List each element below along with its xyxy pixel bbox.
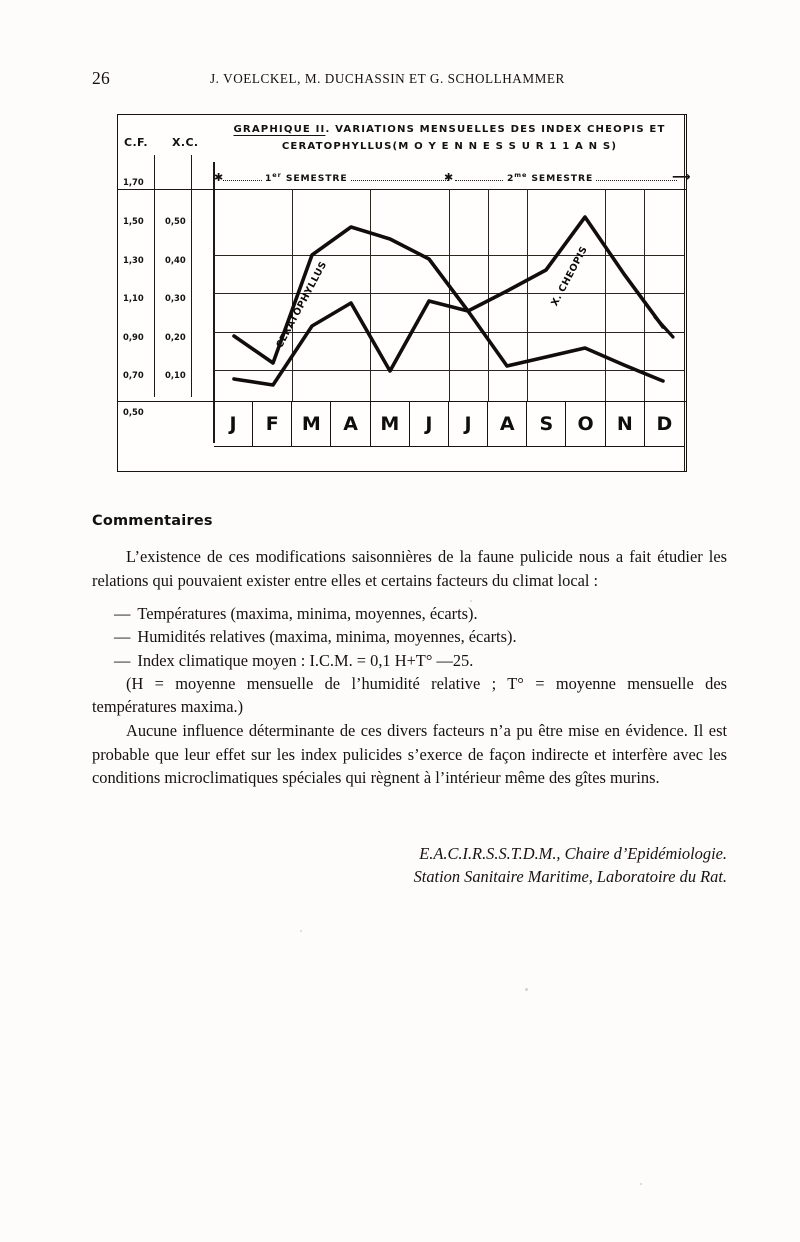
gridline-month-2 — [292, 189, 294, 401]
semester-end-arrow: ⟶ — [672, 170, 691, 185]
semester-1-label: 1er SEMESTRE — [262, 171, 351, 185]
semester-band: ✱ 1er SEMESTRE ✱ 2me SEMESTRE ⟶ — [214, 170, 691, 189]
month-cell-nov: N — [606, 402, 645, 446]
list-dash: — — [114, 604, 131, 624]
list-item-index-climatique: — Index climatique moyen : I.C.M. = 0,1 H… — [92, 649, 727, 672]
running-head-authors: J. VOELCKEL, M. DUCHASSIN ET G. SCHOLLHA… — [210, 71, 565, 86]
figure-title: GRAPHIQUE II. VARIATIONS MENSUELLES DES … — [222, 121, 677, 155]
tick-cf-150: 1,50 — [123, 216, 144, 226]
list-dash: — — [114, 650, 131, 670]
paragraph-1: L’existence de ces modifications saisonn… — [92, 547, 727, 590]
month-cell-jan: J — [214, 402, 254, 446]
semester-2-label: 2me SEMESTRE — [504, 171, 597, 185]
month-cell-feb: F — [253, 402, 293, 446]
gridline-month-11 — [644, 189, 646, 401]
curve-x-cheopis — [232, 215, 665, 387]
list-item-text: Index climatique moyen : I.C.M. = 0,1 H+… — [137, 650, 474, 670]
scan-speck — [525, 988, 528, 991]
factors-list: — Températures (maxima, minima, moyennes,… — [92, 602, 727, 672]
tick-xc-020: 0,20 — [165, 332, 186, 342]
signature-line-1: E.A.C.I.R.S.S.T.D.M., Chaire d’Epidémiol… — [419, 844, 727, 863]
figure-title-rest: . VARIATIONS MENSUELLES DES INDEX CHEOPI… — [325, 124, 666, 135]
tick-xc-040: 0,40 — [165, 255, 186, 265]
gridline-month-7 — [488, 189, 490, 401]
list-item-text: Températures (maxima, minima, moyennes, … — [137, 604, 478, 624]
semester-start-marker: ✱ — [214, 171, 224, 184]
tick-cf-050: 0,50 — [123, 407, 144, 417]
gridline-month-6 — [449, 189, 451, 401]
body-text: L’existence de ces modifications saisonn… — [92, 545, 727, 790]
signature-line-2: Station Sanitaire Maritime, Laboratoire … — [413, 867, 727, 886]
crossing-mark — [653, 315, 675, 339]
month-cell-jun: J — [410, 402, 449, 446]
figure-title-number: GRAPHIQUE II — [233, 124, 326, 135]
paragraph-2: (H = moyenne mensuelle de l’humidité rel… — [92, 673, 727, 717]
list-item-temperatures: — Températures (maxima, minima, moyennes,… — [92, 602, 727, 625]
month-cell-sep: S — [527, 402, 567, 446]
gridline-month-4 — [370, 189, 372, 401]
axis-column-rule-2 — [191, 155, 193, 397]
plot-area: CERATOPHYLLUS X. CHEOPIS — [214, 189, 684, 401]
scan-speck — [640, 1183, 642, 1185]
tick-cf-070: 0,70 — [123, 370, 144, 380]
tick-cf-090: 0,90 — [123, 332, 144, 342]
tick-xc-010: 0,10 — [165, 370, 186, 380]
month-cell-mar: M — [292, 402, 332, 446]
scale-head-cf: C.F. — [124, 136, 148, 149]
signature-block: E.A.C.I.R.S.S.T.D.M., Chaire d’Epidémiol… — [92, 842, 727, 888]
month-axis: J F M A M J J A S O N D — [214, 401, 684, 447]
semester-mid-marker: ✱ — [444, 171, 454, 184]
axis-column-rule-1 — [154, 155, 156, 397]
list-item-text: Humidités relatives (maxima, minima, moy… — [137, 627, 517, 647]
month-cell-jul: J — [449, 402, 489, 446]
tick-cf-110: 1,10 — [123, 293, 144, 303]
month-cell-oct: O — [567, 402, 606, 446]
list-dash: — — [114, 627, 131, 647]
curves-svg — [232, 215, 675, 387]
paragraph-3: Aucune influence déterminante de ces div… — [92, 720, 727, 788]
plot-left-border — [213, 162, 215, 443]
gridline-month-10 — [605, 189, 607, 401]
running-head: 26 J. VOELCKEL, M. DUCHASSIN ET G. SCHOL… — [0, 68, 800, 90]
month-cell-aug: A — [488, 402, 528, 446]
tick-xc-050: 0,50 — [165, 216, 186, 226]
tick-cf-170: 1,70 — [123, 177, 144, 187]
figure-title-line2: CERATOPHYLLUS(M O Y E N N E S S U R 1 1 … — [281, 141, 618, 152]
figure-graphique-2: C.F. X.C. 1,70 1,50 1,30 1,10 0,90 0,70 … — [117, 114, 691, 472]
gridline-month-8 — [527, 189, 529, 401]
plot-right-border — [684, 115, 686, 471]
month-cell-apr: A — [332, 402, 371, 446]
section-heading-commentaires: Commentaires — [92, 513, 213, 529]
scan-speck — [300, 930, 302, 932]
curve-ceratophyllus — [232, 225, 665, 383]
page-number: 26 — [92, 68, 110, 88]
month-cell-dec: D — [656, 413, 673, 435]
list-item-humidites: — Humidités relatives (maxima, minima, mo… — [92, 625, 727, 648]
scale-head-xc: X.C. — [172, 136, 199, 149]
tick-xc-030: 0,30 — [165, 293, 186, 303]
scan-speck — [470, 600, 472, 602]
figure-rule-top — [118, 189, 686, 191]
tick-cf-130: 1,30 — [123, 255, 144, 265]
month-cell-may: M — [371, 402, 410, 446]
